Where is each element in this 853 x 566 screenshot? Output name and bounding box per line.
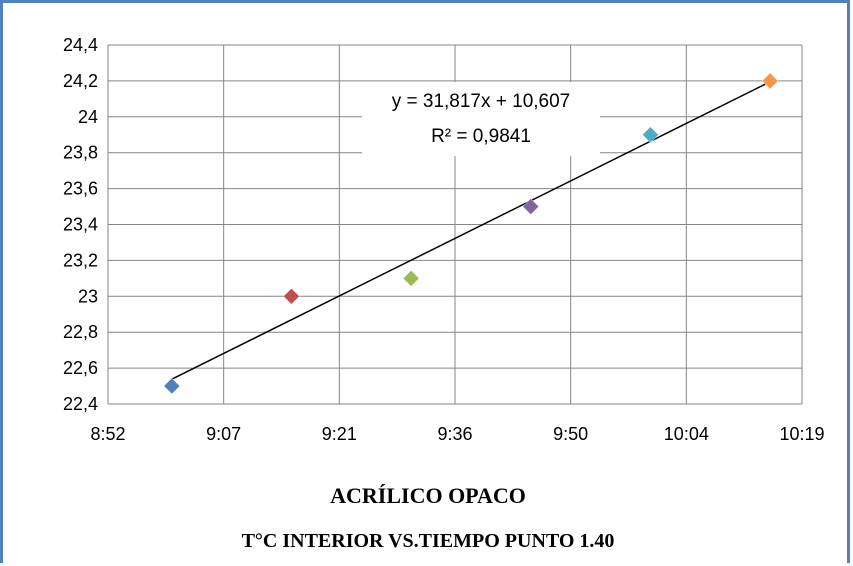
trendline-r-squared: R² = 0,9841 — [431, 126, 531, 147]
y-tick-label: 23,4 — [63, 215, 98, 235]
grid-lines — [107, 44, 803, 405]
y-tick-label: 24 — [78, 107, 98, 127]
data-points — [163, 72, 779, 395]
data-point-diamond — [163, 377, 181, 395]
y-tick-label: 22,4 — [63, 394, 98, 414]
trendline-equation: y = 31,817x + 10,607 — [392, 91, 571, 112]
data-point-diamond — [522, 198, 540, 215]
data-point-diamond — [283, 287, 300, 305]
y-tick-label: 23,8 — [63, 143, 98, 163]
y-tick-label: 23 — [78, 286, 98, 306]
data-point-diamond — [402, 269, 420, 287]
trendline — [171, 81, 771, 380]
x-tick-label: 10:04 — [664, 424, 709, 444]
y-tick-label: 23,6 — [63, 179, 98, 199]
x-tick-label: 9:50 — [553, 424, 588, 444]
trendline-label-box: y = 31,817x + 10,607 R² = 0,9841 — [362, 82, 600, 156]
y-tick-label: 22,8 — [63, 322, 98, 342]
x-tick-label: 9:07 — [206, 424, 241, 444]
y-axis-ticks: 22,4 22,6 22,8 23 23,2 23,4 23,6 23,8 24 24,2 24,4 — [63, 35, 98, 414]
data-point-diamond — [642, 126, 659, 144]
x-tick-label: 9:36 — [437, 424, 472, 444]
y-tick-label: 23,2 — [63, 250, 98, 270]
x-tick-label: 10:19 — [779, 424, 824, 444]
x-tick-label: 9:21 — [322, 424, 357, 444]
y-tick-label: 24,4 — [63, 35, 98, 55]
data-point-diamond — [761, 72, 779, 90]
y-tick-label: 22,6 — [63, 358, 98, 378]
x-tick-label: 8:52 — [90, 424, 125, 444]
y-tick-label: 24,2 — [63, 71, 98, 91]
chart-title: ACRÍLICO OPACO — [330, 483, 526, 508]
trendline-group — [171, 81, 771, 380]
x-axis-ticks: 8:52 9:07 9:21 9:36 9:50 10:04 10:19 — [90, 424, 824, 444]
chart-subtitle: T°C INTERIOR VS.TIEMPO PUNTO 1.40 — [242, 530, 615, 552]
